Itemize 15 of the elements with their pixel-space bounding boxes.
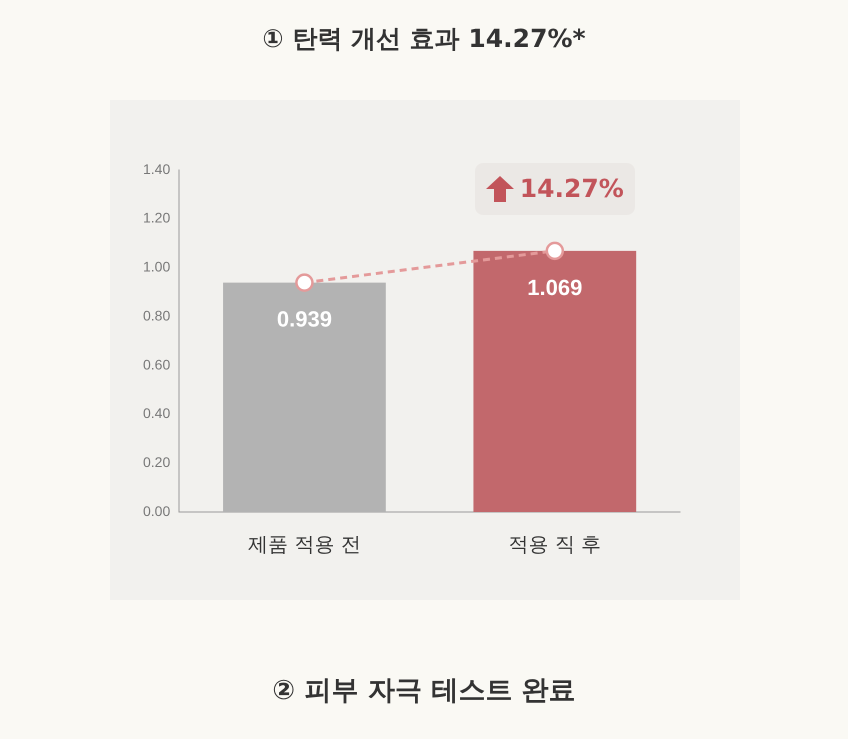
- y-tick-label: 1.40: [143, 160, 170, 177]
- y-tick-label: 0.40: [143, 405, 170, 422]
- data-label: 1.069: [527, 274, 582, 300]
- x-tick-label: 적용 직 후: [508, 532, 602, 556]
- data-label: 0.939: [276, 306, 332, 332]
- chart-title: ① 탄력 개선 효과 14.27%*: [261, 23, 587, 55]
- y-tick-label: 0.80: [143, 307, 170, 324]
- y-tick-label: 0.60: [143, 356, 170, 372]
- y-tick-label: 1.00: [143, 258, 170, 275]
- y-tick-label: 0.00: [143, 502, 170, 519]
- annotation: 14.27%: [520, 174, 624, 204]
- x-tick-label: 제품 적용 전: [248, 532, 361, 556]
- y-tick-label: 1.20: [143, 210, 170, 226]
- y-tick-label: 0.20: [143, 454, 170, 470]
- text: ② 피부 자극 테스트 완료: [271, 674, 577, 708]
